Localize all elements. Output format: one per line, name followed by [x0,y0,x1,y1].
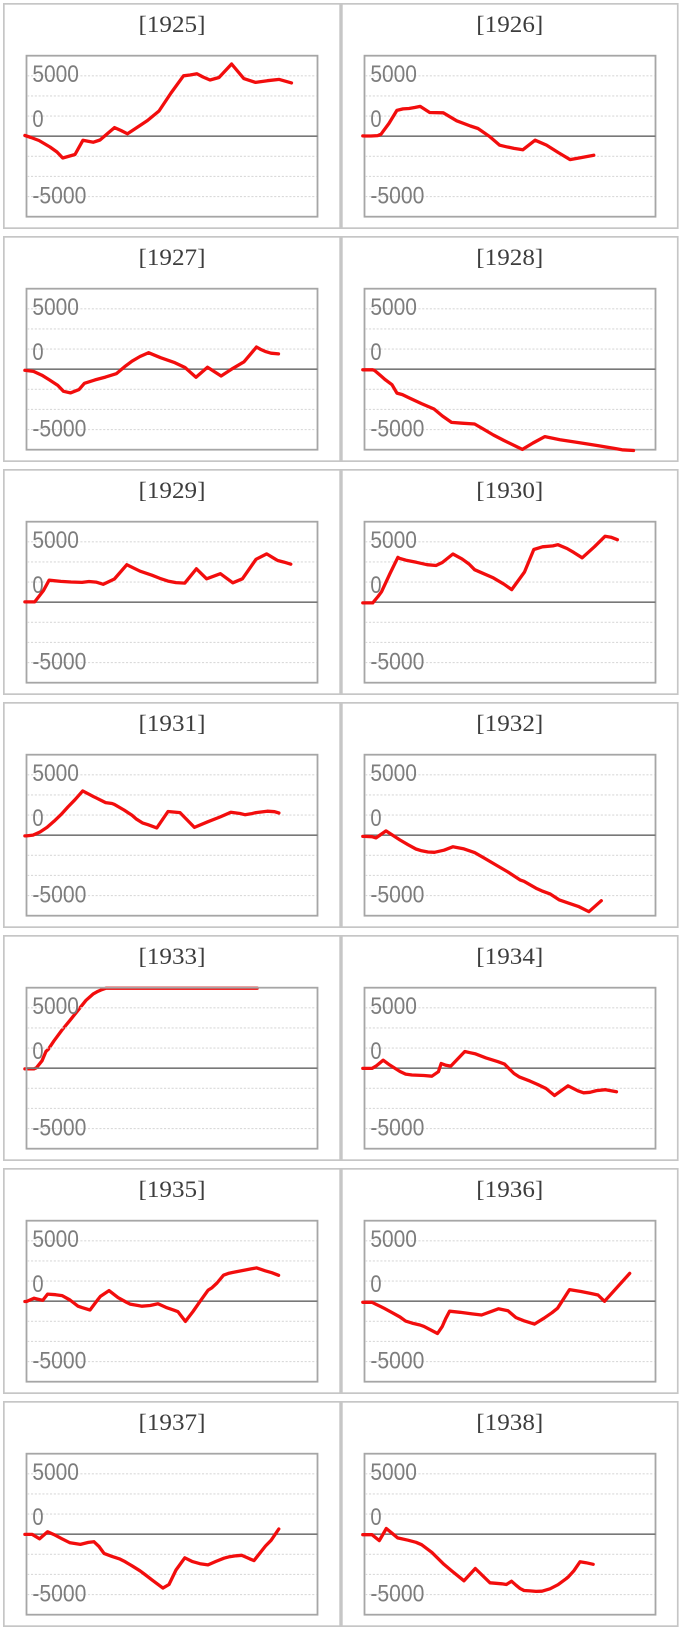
svg-text:0: 0 [32,806,43,832]
svg-text:5000: 5000 [370,1227,417,1253]
svg-text:[1934]: [1934] [476,944,543,969]
svg-text:0: 0 [370,340,381,366]
svg-text:[1932]: [1932] [476,711,543,736]
svg-text:-5000: -5000 [370,1349,424,1375]
svg-text:[1938]: [1938] [476,1410,543,1435]
svg-text:0: 0 [370,806,381,832]
svg-text:5000: 5000 [32,295,79,321]
svg-text:-5000: -5000 [32,1116,86,1142]
svg-text:-5000: -5000 [370,184,424,210]
svg-text:-5000: -5000 [370,650,424,676]
svg-text:0: 0 [370,1039,381,1065]
svg-text:5000: 5000 [32,1227,79,1253]
svg-text:[1935]: [1935] [139,1177,206,1202]
svg-text:0: 0 [370,1272,381,1298]
svg-text:5000: 5000 [32,761,79,787]
svg-text:5000: 5000 [32,528,79,554]
svg-text:[1928]: [1928] [476,245,543,270]
svg-text:5000: 5000 [370,295,417,321]
svg-text:[1933]: [1933] [139,944,206,969]
svg-text:[1925]: [1925] [139,12,206,37]
svg-text:0: 0 [32,573,43,599]
svg-text:[1930]: [1930] [476,478,543,503]
svg-text:-5000: -5000 [32,417,86,443]
svg-text:[1936]: [1936] [476,1177,543,1202]
svg-text:[1927]: [1927] [139,245,206,270]
svg-text:[1931]: [1931] [139,711,206,736]
svg-text:0: 0 [370,573,381,599]
svg-text:0: 0 [32,1272,43,1298]
svg-text:-5000: -5000 [32,1582,86,1608]
svg-text:-5000: -5000 [370,883,424,909]
svg-text:5000: 5000 [32,62,79,88]
svg-text:[1926]: [1926] [476,12,543,37]
svg-text:0: 0 [32,107,43,133]
svg-text:-5000: -5000 [370,1116,424,1142]
svg-text:-5000: -5000 [32,184,86,210]
svg-text:5000: 5000 [370,62,417,88]
svg-text:-5000: -5000 [370,1582,424,1608]
svg-text:0: 0 [370,1505,381,1531]
svg-text:[1937]: [1937] [139,1410,206,1435]
svg-text:5000: 5000 [32,994,79,1020]
svg-text:-5000: -5000 [32,1349,86,1375]
svg-text:5000: 5000 [370,1460,417,1486]
svg-text:-5000: -5000 [370,417,424,443]
svg-text:[1929]: [1929] [139,478,206,503]
svg-text:5000: 5000 [32,1460,79,1486]
svg-text:-5000: -5000 [32,883,86,909]
svg-text:-5000: -5000 [32,650,86,676]
svg-text:5000: 5000 [370,994,417,1020]
svg-text:0: 0 [32,340,43,366]
svg-text:5000: 5000 [370,528,417,554]
svg-text:0: 0 [32,1505,43,1531]
svg-text:5000: 5000 [370,761,417,787]
svg-text:0: 0 [370,107,381,133]
svg-text:0: 0 [32,1039,43,1065]
